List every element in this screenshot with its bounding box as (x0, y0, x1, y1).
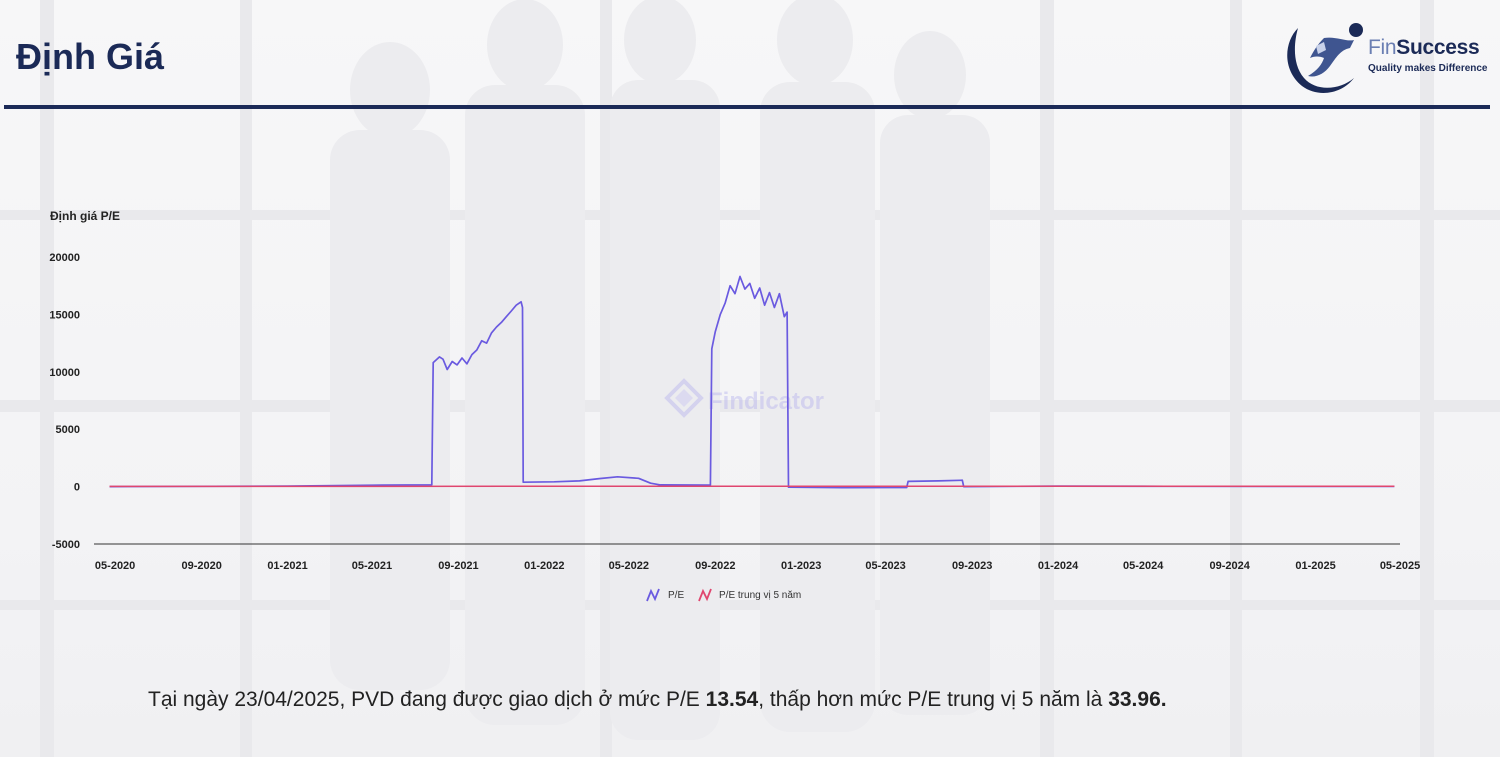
x-tick-label: 09-2021 (438, 560, 478, 572)
legend-item-pe[interactable]: P/E (646, 588, 684, 602)
page-title: Định Giá (16, 36, 165, 77)
logo-name-success: Success (1396, 36, 1480, 59)
pe-valuation-chart: Findicator Định giá P/E 20000 15000 10000 5… (49, 209, 1420, 602)
x-tick-label: 09-2024 (1210, 560, 1251, 572)
legend-swatch-pe-median (698, 588, 712, 602)
legend-label-pe: P/E (668, 590, 684, 601)
runner-logo-icon (1287, 23, 1363, 93)
finsuccess-logo: FinSuccess Quality makes Difference (1280, 20, 1490, 96)
x-tick-label: 05-2020 (95, 560, 135, 572)
x-tick-label: 05-2021 (352, 560, 392, 572)
current-pe-value: 13.54 (705, 688, 759, 711)
y-tick-label: 15000 (49, 309, 80, 321)
summary-sentence: Tại ngày 23/04/2025, PVD đang được giao … (148, 688, 1167, 712)
y-tick-label: 0 (74, 482, 80, 494)
legend-label-pe-median: P/E trung vị 5 năm (719, 590, 801, 601)
x-tick-label: 09-2020 (181, 560, 221, 572)
x-tick-label: 09-2023 (952, 560, 992, 572)
series-line-pe[interactable] (109, 275, 1395, 489)
logo-name: FinSuccess (1368, 36, 1480, 60)
x-tick-label: 01-2024 (1038, 560, 1079, 572)
header-divider (4, 105, 1490, 109)
x-tick-label: 05-2024 (1123, 560, 1164, 572)
y-tick-label: 5000 (56, 424, 80, 436)
findicator-watermark: Findicator (664, 378, 824, 418)
legend-item-pe-median[interactable]: P/E trung vị 5 năm (698, 588, 801, 602)
x-tick-label: 05-2025 (1380, 560, 1420, 572)
watermark-text: Findicator (708, 388, 824, 415)
y-tick-label: -5000 (52, 539, 80, 551)
y-axis-ticks: 20000 15000 10000 5000 0 -5000 (49, 252, 80, 551)
x-tick-label: 05-2023 (865, 560, 905, 572)
median-pe-value: 33.96. (1108, 688, 1167, 711)
chart-legend: P/E P/E trung vị 5 năm (646, 588, 801, 602)
summary-text-2: , thấp hơn mức P/E trung vị 5 năm là (758, 688, 1109, 711)
logo-tagline: Quality makes Difference (1368, 63, 1488, 74)
x-tick-label: 01-2022 (524, 560, 564, 572)
x-tick-label: 01-2025 (1295, 560, 1335, 572)
x-tick-label: 01-2021 (267, 560, 307, 572)
x-axis-ticks: 05-2020 09-2020 01-2021 05-2021 09-2021 01-20… (95, 560, 1420, 572)
legend-swatch-pe (646, 588, 660, 602)
y-axis-title: Định giá P/E (50, 209, 120, 223)
y-tick-label: 10000 (49, 367, 80, 379)
y-tick-label: 20000 (49, 252, 80, 264)
summary-text-1: Tại ngày 23/04/2025, PVD đang được giao … (148, 688, 706, 711)
x-tick-label: 05-2022 (609, 560, 649, 572)
series-layer (109, 275, 1395, 489)
x-tick-label: 01-2023 (781, 560, 821, 572)
findicator-logo-icon (664, 378, 704, 418)
x-tick-label: 09-2022 (695, 560, 735, 572)
logo-name-fin: Fin (1368, 36, 1397, 59)
